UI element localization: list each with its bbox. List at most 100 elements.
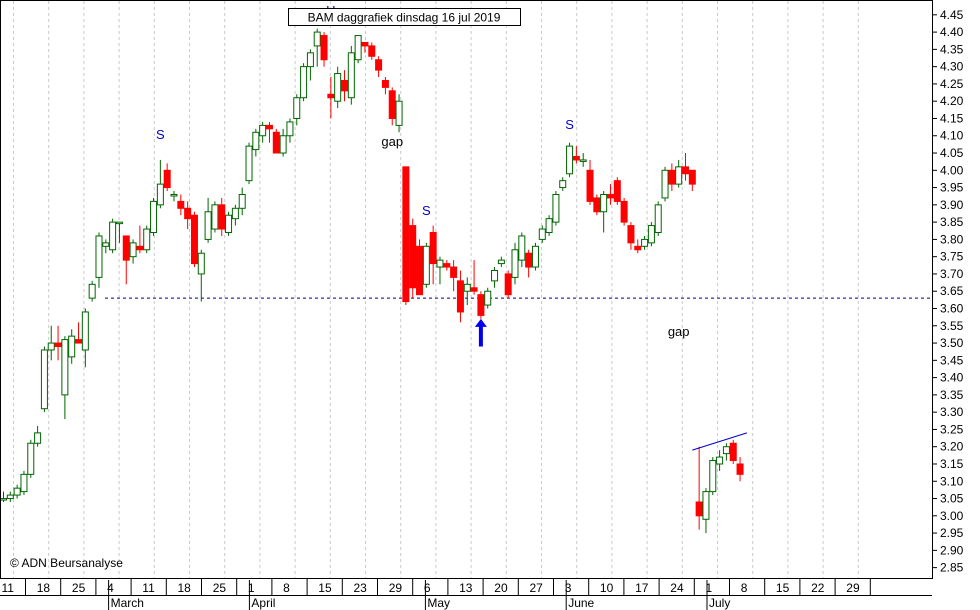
x-day-label: 4: [107, 581, 114, 595]
candle-body-up: [566, 145, 574, 175]
x-day-label: 29: [389, 581, 403, 595]
month-label: June: [568, 596, 594, 610]
candle-body-up: [13, 487, 21, 496]
candle-body-down: [736, 463, 744, 475]
plot-frame: [0, 0, 933, 579]
candle-body-up: [115, 221, 123, 225]
candle-body-down: [572, 155, 580, 161]
y-tick-label: 3.95: [940, 181, 964, 195]
candle-body-up: [709, 460, 717, 493]
buy-arrow-icon: [474, 318, 487, 347]
y-tick-label: 3.65: [940, 284, 964, 298]
annotation-label: S: [565, 117, 574, 132]
trendline: [692, 432, 748, 451]
candle-body-down: [163, 169, 171, 189]
candle-body-up: [484, 290, 492, 306]
candle-body-down: [272, 131, 280, 154]
x-day-label: 25: [213, 581, 227, 595]
x-day-label: 6: [424, 581, 431, 595]
candle-body-up: [259, 124, 267, 137]
y-tick-label: 4.00: [940, 163, 964, 177]
candles: [0, 28, 744, 534]
candle-body-up: [675, 166, 683, 185]
candle-body-up: [531, 245, 539, 268]
candle-body-down: [429, 231, 437, 265]
y-tick-label: 4.25: [940, 77, 964, 91]
y-tick-label: 3.10: [940, 474, 964, 488]
candle-body-up: [654, 204, 662, 233]
y-tick-label: 3.80: [940, 232, 964, 246]
candle-body-up: [231, 207, 239, 220]
x-day-label: 18: [178, 581, 192, 595]
candle-body-up: [204, 211, 212, 240]
candle-body-down: [729, 442, 737, 462]
candle-body-up: [129, 242, 137, 258]
candle-body-up: [545, 218, 553, 233]
x-day-label: 13: [459, 581, 473, 595]
candle-body-up: [722, 446, 730, 455]
candle-body-up: [20, 473, 28, 493]
month-label: July: [709, 596, 730, 610]
candle-body-up: [641, 238, 649, 247]
candle-body-up: [395, 100, 403, 126]
candle-body-up: [245, 145, 253, 182]
candle-body-down: [375, 59, 383, 71]
candle-body-up: [279, 135, 287, 154]
candle-body-up: [102, 242, 110, 247]
candle-body-down: [327, 93, 335, 99]
candle-body-down: [504, 273, 512, 296]
candle-body-down: [456, 280, 464, 313]
candle-body-up: [702, 491, 710, 520]
x-day-label: 27: [530, 581, 544, 595]
candle-body-up: [238, 193, 246, 209]
candle-body-down: [416, 245, 424, 296]
candle-body-up: [647, 225, 655, 244]
y-tick-label: 4.20: [940, 94, 964, 108]
candle-body-up: [518, 235, 526, 261]
candle-body-down: [620, 200, 628, 223]
y-tick-label: 4.10: [940, 129, 964, 143]
y-tick-label: 3.05: [940, 492, 964, 506]
candle-body-up: [81, 311, 89, 351]
y-tick-label: 3.25: [940, 422, 964, 436]
candle-body-up: [511, 249, 519, 278]
candle-body-down: [634, 245, 642, 251]
candle-body-down: [586, 169, 594, 202]
candle-body-up: [306, 52, 314, 68]
candle-body-down: [136, 245, 144, 251]
candle-body-up: [354, 35, 362, 61]
y-tick-label: 3.50: [940, 336, 964, 350]
candle-body-up: [109, 221, 117, 251]
x-day-label: 17: [635, 581, 649, 595]
candle-body-down: [184, 207, 192, 220]
candle-body-up: [497, 259, 505, 265]
y-tick-label: 4.05: [940, 146, 964, 160]
y-tick-label: 2.95: [940, 526, 964, 540]
candle-body-up: [552, 193, 560, 223]
candle-body-up: [0, 498, 7, 501]
candle-body-up: [559, 180, 567, 189]
candle-body-up: [34, 432, 42, 444]
candle-body-up: [40, 349, 48, 410]
y-tick-label: 3.00: [940, 509, 964, 523]
watermark: © ADN Beursanalyse: [10, 556, 123, 570]
candle-body-up: [150, 200, 158, 233]
candle-body-up: [293, 97, 301, 119]
candle-body-up: [286, 121, 294, 137]
candle-body-down: [388, 90, 396, 119]
candle-body-down: [688, 169, 696, 185]
candle-body-down: [695, 501, 703, 517]
candle-body-up: [170, 193, 178, 197]
y-tick-label: 4.30: [940, 60, 964, 74]
chart-title: BAM daggrafiek dinsdag 16 jul 2019: [308, 11, 501, 25]
y-tick-label: 3.85: [940, 215, 964, 229]
candle-body-up: [422, 245, 430, 285]
x-day-label: 11: [142, 581, 155, 595]
candle-body-up: [252, 131, 260, 151]
annotation-label: gap: [668, 324, 690, 339]
candle-body-up: [538, 228, 546, 240]
candle-body-up: [88, 283, 96, 299]
candle-body-up: [600, 193, 608, 213]
candle-body-down: [177, 200, 185, 209]
